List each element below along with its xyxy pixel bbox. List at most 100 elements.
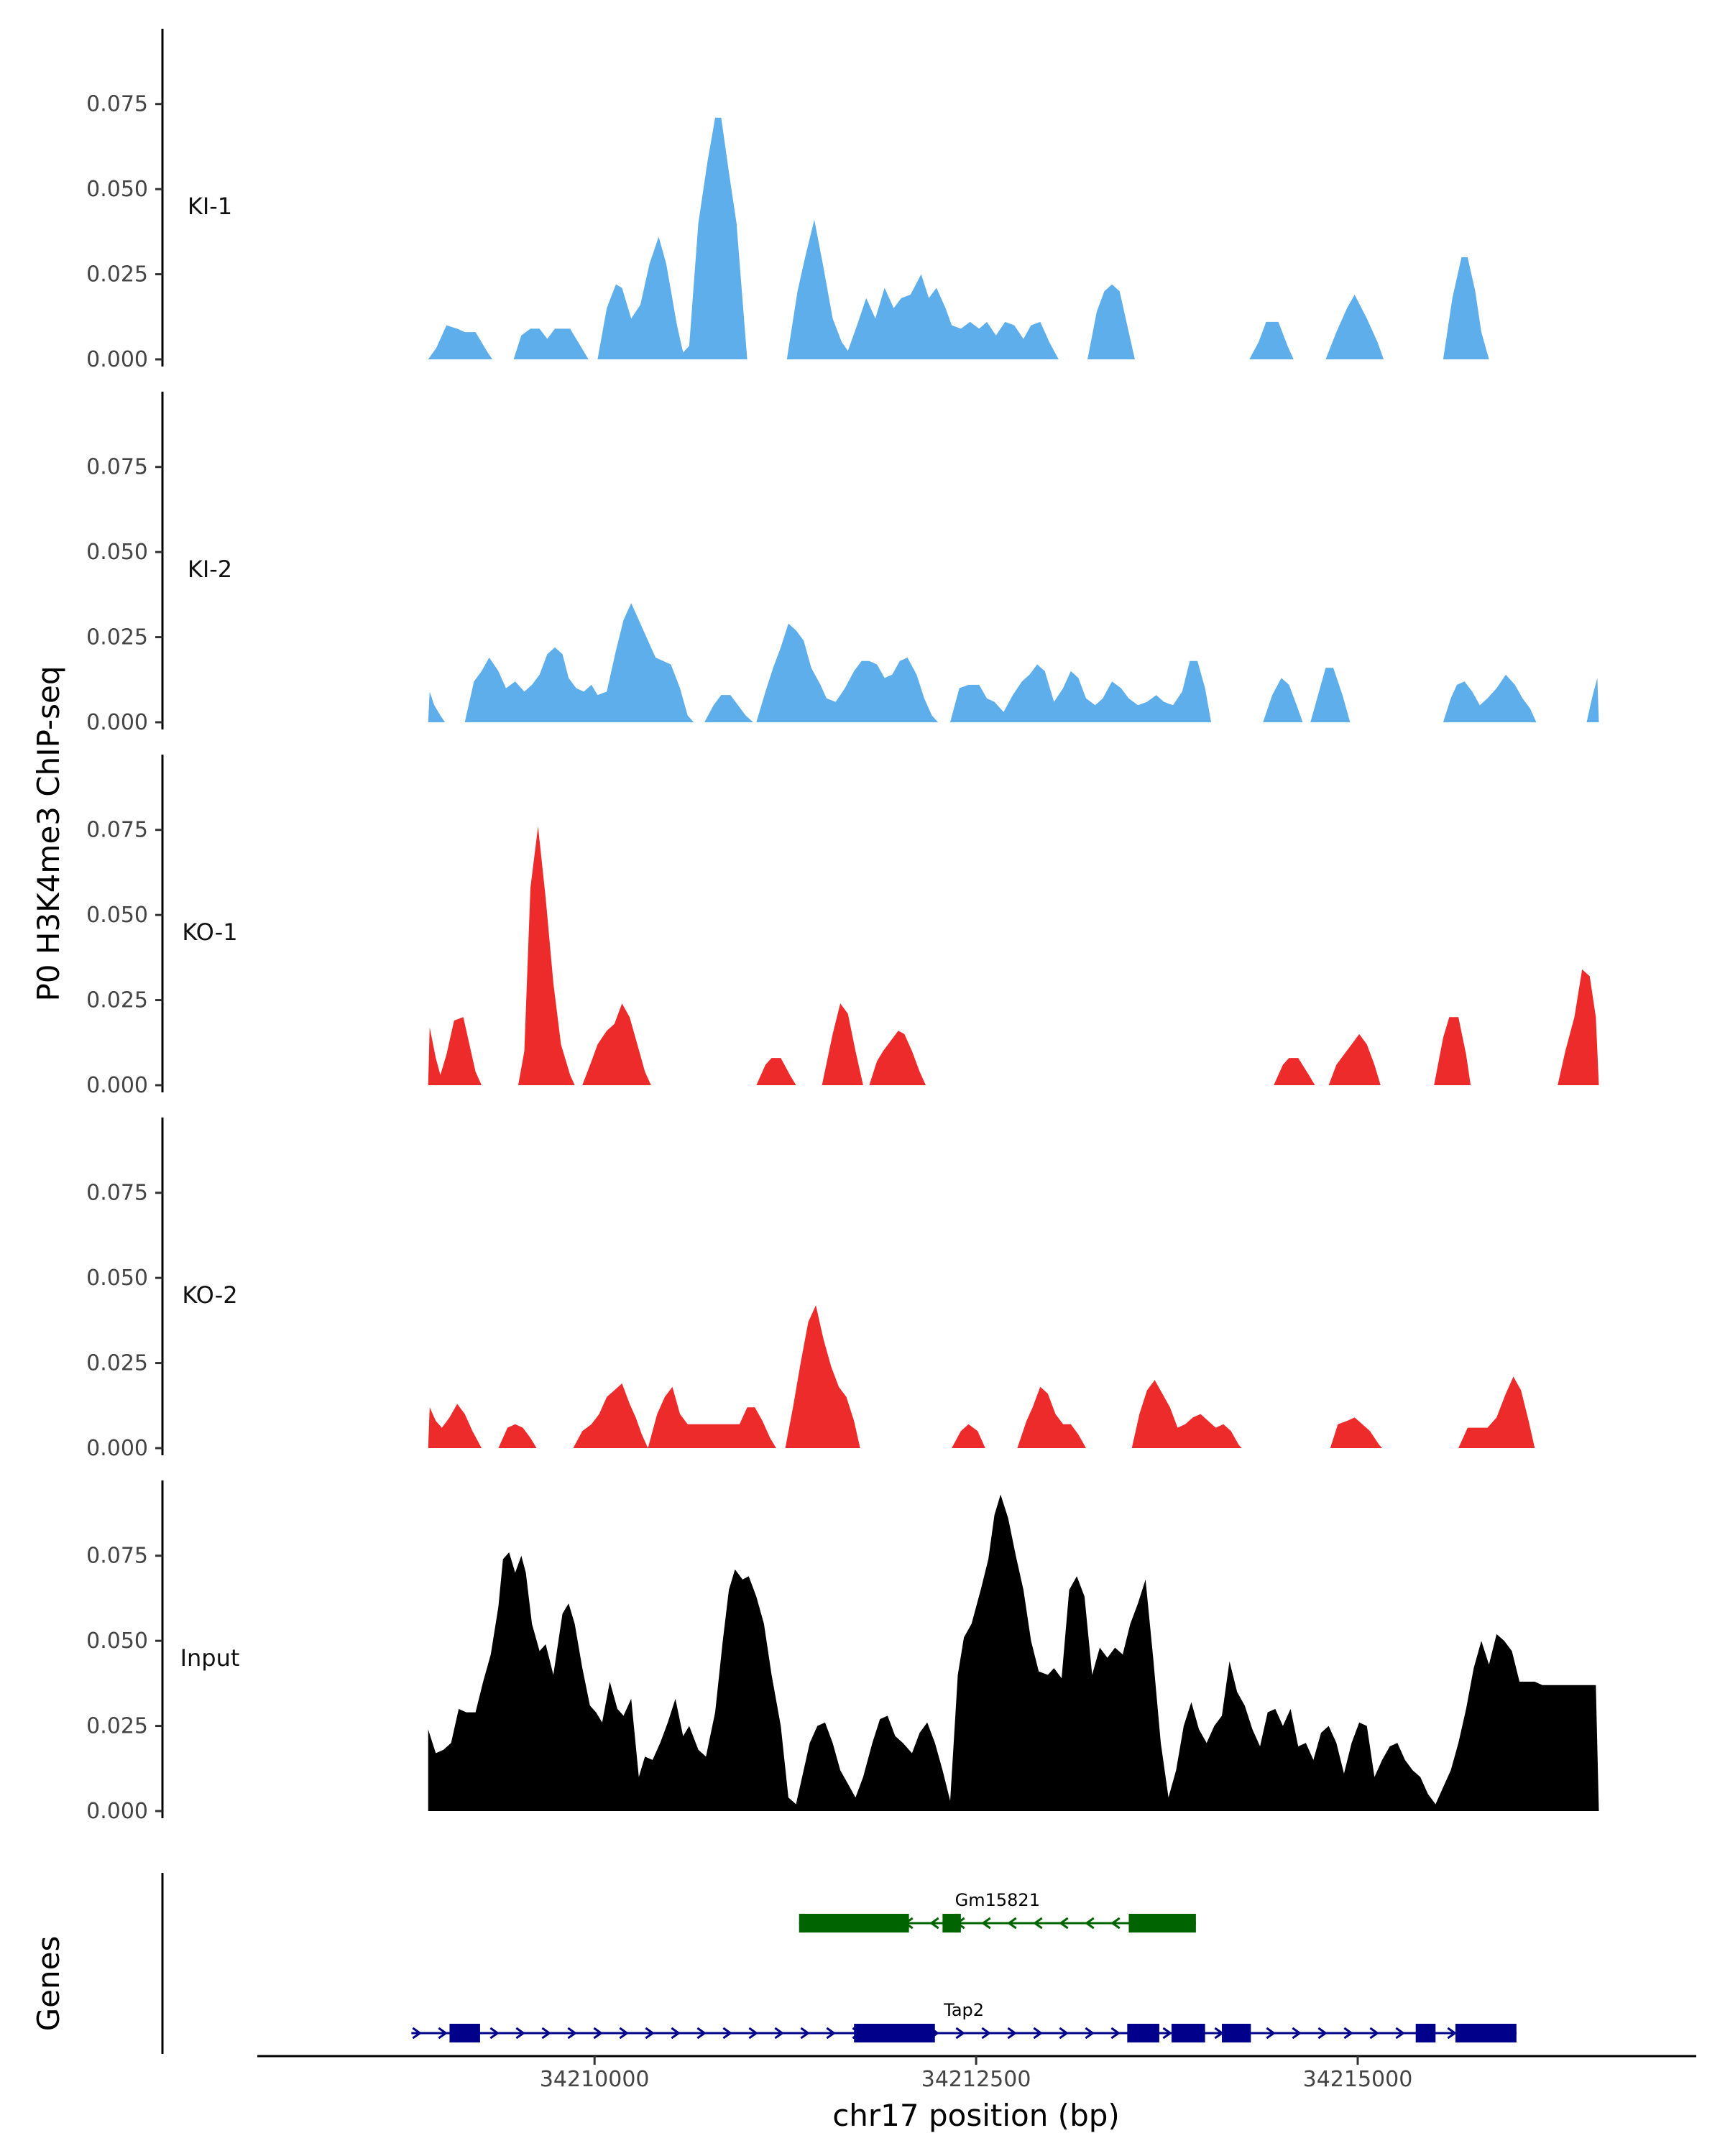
track-label: KO-1	[182, 918, 237, 946]
signal-area	[1330, 1417, 1382, 1448]
y-tick-label: 0.075	[86, 818, 148, 843]
strand-arrow	[1266, 2027, 1276, 2040]
signal-area	[513, 328, 589, 359]
signal-area	[786, 219, 855, 359]
track-label: KI-1	[188, 193, 232, 220]
strand-arrow	[1110, 2027, 1121, 2040]
strand-arrow	[1292, 2027, 1302, 2040]
strand-arrow	[929, 1917, 939, 1930]
strand-arrow	[412, 2027, 422, 2040]
strand-arrow	[1033, 1917, 1043, 1930]
signal-area	[431, 325, 492, 359]
y-tick-label: 0.000	[86, 1799, 148, 1824]
track-ko-1: 0.000 0.025 0.050 0.075 KO-1	[86, 755, 1599, 1098]
strand-arrow	[619, 2027, 629, 2040]
signal-area	[582, 1003, 651, 1085]
strand-arrow	[774, 2027, 784, 2040]
strand-arrow	[541, 2027, 551, 2040]
y-tick-label: 0.075	[86, 455, 148, 480]
x-tick-label: 34210000	[540, 2067, 650, 2092]
signal-area	[648, 1386, 776, 1448]
strand-arrow	[800, 2027, 810, 2040]
y-tick-label: 0.050	[86, 540, 148, 565]
signal-area	[1434, 1017, 1471, 1085]
signal-area	[428, 691, 446, 722]
signal-area	[1263, 678, 1303, 722]
exon	[1455, 2024, 1517, 2042]
signal-area	[756, 1058, 796, 1085]
signal-area	[428, 1494, 1599, 1811]
strand-arrow	[1110, 1917, 1121, 1930]
gene-gm15821: Gm15821	[799, 1890, 1196, 1932]
strand-arrow	[1447, 2027, 1457, 2040]
exon	[1415, 2024, 1436, 2042]
strand-arrow	[567, 2027, 577, 2040]
signal-area	[845, 274, 1059, 359]
y-tick-label: 0.000	[86, 710, 148, 735]
strand-arrow	[593, 2027, 603, 2040]
signal-area	[428, 1017, 482, 1085]
exon	[854, 2024, 935, 2042]
strand-arrow	[748, 2027, 758, 2040]
signal-area	[428, 1404, 482, 1448]
signal-area	[464, 603, 694, 722]
signal-area	[1325, 295, 1384, 359]
signal-area	[1458, 1376, 1535, 1448]
strand-arrow	[696, 2027, 707, 2040]
signal-area	[756, 623, 938, 722]
exon	[1127, 2024, 1159, 2042]
signal-area	[1310, 668, 1351, 722]
y-tick-label: 0.025	[86, 1714, 148, 1739]
track-ki-1: 0.000 0.025 0.050 0.075 KI-1	[86, 29, 1489, 372]
signal-area	[950, 660, 1212, 722]
strand-arrow	[1059, 1917, 1069, 1930]
y-axis-title: P0 H3K4me3 ChIP-seq	[31, 665, 66, 1001]
y-tick-label: 0.025	[86, 988, 148, 1013]
strand-arrow	[1162, 2027, 1172, 2040]
strand-arrow	[1317, 2027, 1328, 2040]
exon	[1221, 2024, 1251, 2042]
y-tick-label: 0.075	[86, 1544, 148, 1569]
strand-arrow	[1033, 2027, 1043, 2040]
exon	[449, 2024, 480, 2042]
track-ko-2: 0.000 0.025 0.050 0.075 KO-2	[86, 1118, 1535, 1461]
x-axis: 34210000 34212500 34215000	[257, 2055, 1696, 2092]
gene-label: Gm15821	[955, 1890, 1040, 1910]
strand-arrow	[1369, 2027, 1379, 2040]
exon	[942, 1914, 961, 1932]
y-tick-label: 0.050	[86, 1266, 148, 1291]
gene-annotation-panel: Gm15821 Tap2	[161, 1873, 1517, 2054]
strand-arrow	[981, 2027, 991, 2040]
y-tick-label: 0.075	[86, 92, 148, 117]
signal-area	[1017, 1386, 1086, 1448]
exon	[799, 1914, 909, 1932]
signal-area	[952, 1424, 985, 1448]
track-ki-2: 0.000 0.025 0.050 0.075 KI-2	[86, 392, 1599, 735]
exon	[1171, 2024, 1205, 2042]
signal-area	[704, 695, 753, 722]
strand-arrow	[1343, 2027, 1353, 2040]
track-label: KI-2	[188, 556, 232, 583]
gene-label: Tap2	[943, 2000, 984, 2020]
strand-arrow	[489, 2027, 500, 2040]
strand-arrow	[1059, 2027, 1069, 2040]
signal-area	[1087, 284, 1135, 359]
signal-area	[597, 117, 748, 359]
signal-area	[1274, 1058, 1315, 1085]
y-tick-label: 0.025	[86, 625, 148, 650]
x-tick-label: 34212500	[921, 2067, 1031, 2092]
strand-arrow	[515, 2027, 525, 2040]
signal-area	[1558, 969, 1599, 1085]
signal-area	[573, 1383, 648, 1448]
signal-area	[1443, 674, 1537, 722]
signal-area	[1443, 257, 1489, 359]
strand-arrow	[1085, 2027, 1095, 2040]
signal-area	[785, 1305, 860, 1448]
track-label: KO-2	[182, 1281, 237, 1309]
signal-tracks: 0.0000.0250.0500.075KI-10.0000.0250.0500…	[86, 29, 1599, 1824]
track-label: Input	[180, 1644, 240, 1672]
y-tick-label: 0.050	[86, 1628, 148, 1654]
exon	[1128, 1914, 1196, 1932]
signal-area	[822, 1003, 863, 1085]
